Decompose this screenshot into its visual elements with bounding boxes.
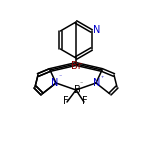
- Text: N: N: [51, 78, 59, 88]
- Text: ⁻: ⁻: [80, 83, 83, 88]
- Text: N: N: [93, 25, 100, 35]
- Text: F: F: [63, 96, 69, 106]
- Text: F: F: [82, 96, 88, 106]
- Text: N: N: [93, 78, 101, 88]
- Text: ⁺: ⁺: [100, 76, 104, 81]
- Text: B: B: [74, 85, 80, 95]
- Text: ⁻: ⁻: [58, 76, 62, 81]
- Text: Br: Br: [71, 61, 81, 71]
